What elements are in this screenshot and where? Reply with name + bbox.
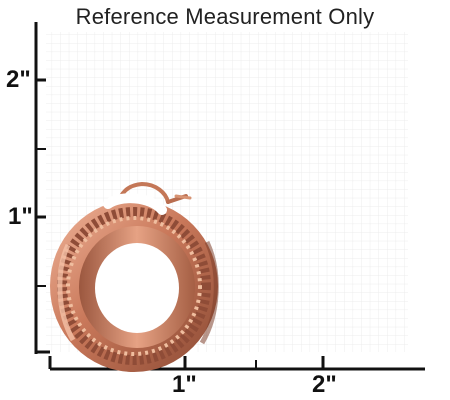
earring-latch-end: [174, 194, 192, 200]
earring-pattern-band-highlight: [66, 216, 202, 356]
earring-left-highlight: [57, 243, 76, 342]
x-axis-label-2in: 2": [312, 371, 337, 398]
earring-center-hole: [95, 243, 179, 333]
image-title: Reference Measurement Only: [75, 4, 375, 29]
x-axis-label-1in: 1": [172, 371, 197, 398]
y-axis-label-2in: 2": [6, 66, 31, 93]
rose-gold-hoop-earring: [50, 181, 219, 372]
earring-pattern-band: [57, 207, 211, 365]
earring-right-shadow: [199, 240, 219, 345]
y-axis-label-1in: 1": [8, 203, 33, 230]
earring-top-gap: [103, 193, 167, 215]
